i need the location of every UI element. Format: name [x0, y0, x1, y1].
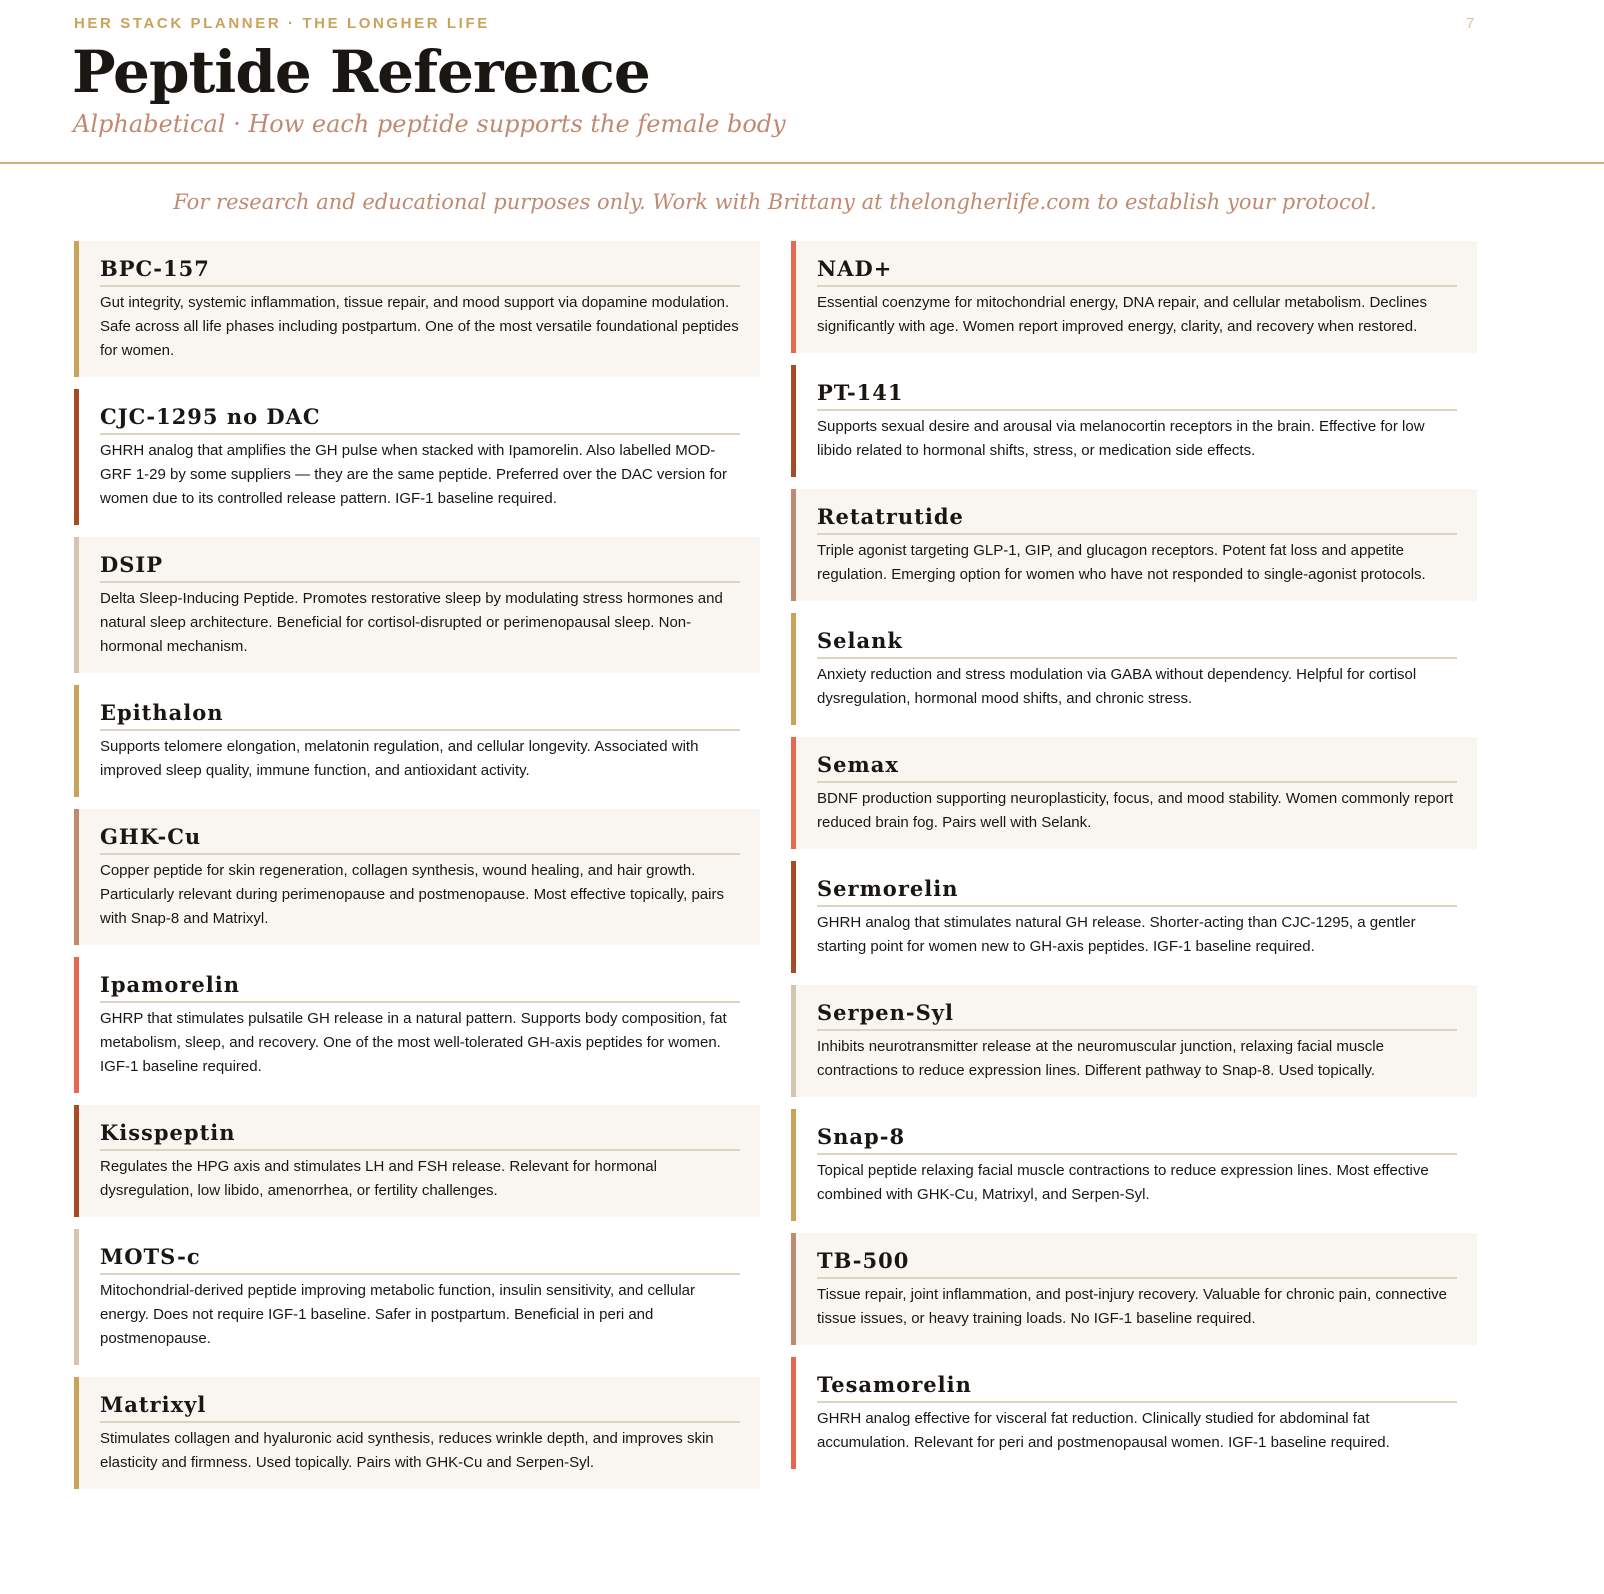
peptide-description: GHRH analog effective for visceral fat r… [817, 1410, 1390, 1451]
peptide-name: DSIP [100, 551, 740, 583]
peptide-description: Topical peptide relaxing facial muscle c… [817, 1162, 1429, 1203]
peptide-card: Tesamorelin GHRH analog effective for vis… [791, 1357, 1477, 1469]
disclaimer: For research and educational purposes on… [173, 190, 1377, 214]
peptide-name: Semax [817, 751, 1457, 783]
page-title: Peptide Reference [72, 38, 651, 106]
peptide-card: DSIP Delta Sleep-Inducing Peptide. Promot… [74, 537, 760, 673]
peptide-name: Snap-8 [817, 1123, 1457, 1155]
peptide-description: GHRH analog that amplifies the GH pulse … [100, 442, 727, 507]
peptide-card: Matrixyl Stimulates collagen and hyaluron… [74, 1377, 760, 1489]
peptide-description: Regulates the HPG axis and stimulates LH… [100, 1158, 657, 1199]
peptide-card: CJC-1295 no DAC GHRH analog that amplifie… [74, 389, 760, 525]
peptide-name: GHK-Cu [100, 823, 740, 855]
peptide-name: Matrixyl [100, 1391, 740, 1423]
peptide-name: Serpen-Syl [817, 999, 1457, 1031]
peptide-description: Gut integrity, systemic inflammation, ti… [100, 294, 739, 359]
peptide-card: Epithalon Supports telomere elongation, m… [74, 685, 760, 797]
peptide-card: Semax BDNF production supporting neuropla… [791, 737, 1477, 849]
peptide-description: Triple agonist targeting GLP-1, GIP, and… [817, 542, 1426, 583]
peptide-card: TB-500 Tissue repair, joint inflammation,… [791, 1233, 1477, 1345]
peptide-name: PT-141 [817, 379, 1457, 411]
peptide-name: Ipamorelin [100, 971, 740, 1003]
peptide-description: Stimulates collagen and hyaluronic acid … [100, 1430, 714, 1471]
peptide-description: Tissue repair, joint inflammation, and p… [817, 1286, 1448, 1327]
peptide-card: PT-141 Supports sexual desire and arousal… [791, 365, 1477, 477]
peptide-card: Ipamorelin GHRP that stimulates pulsatile… [74, 957, 760, 1093]
peptide-card: Serpen-Syl Inhibits neurotransmitter rele… [791, 985, 1477, 1097]
peptide-description: BDNF production supporting neuroplastici… [817, 790, 1454, 831]
peptide-card: NAD+ Essential coenzyme for mitochondrial… [791, 241, 1477, 353]
peptide-description: Supports sexual desire and arousal via m… [817, 418, 1425, 459]
peptide-name: Sermorelin [817, 875, 1457, 907]
page-subtitle: Alphabetical · How each peptide supports… [73, 110, 786, 138]
peptide-description: Essential coenzyme for mitochondrial ene… [817, 294, 1427, 335]
peptide-description: Mitochondrial-derived peptide improving … [100, 1282, 696, 1347]
peptide-name: Kisspeptin [100, 1119, 740, 1151]
peptide-name: Tesamorelin [817, 1371, 1457, 1403]
right-column: NAD+ Essential coenzyme for mitochondrial… [791, 241, 1477, 1481]
peptide-description: Supports telomere elongation, melatonin … [100, 738, 699, 779]
peptide-name: TB-500 [817, 1247, 1457, 1279]
peptide-description: GHRP that stimulates pulsatile GH releas… [100, 1010, 727, 1075]
peptide-card: Retatrutide Triple agonist targeting GLP-… [791, 489, 1477, 601]
left-column: BPC-157 Gut integrity, systemic inflammat… [74, 241, 760, 1501]
peptide-card: Selank Anxiety reduction and stress modul… [791, 613, 1477, 725]
peptide-description: GHRH analog that stimulates natural GH r… [817, 914, 1416, 955]
peptide-name: NAD+ [817, 255, 1457, 287]
peptide-card: Snap-8 Topical peptide relaxing facial mu… [791, 1109, 1477, 1221]
peptide-card: GHK-Cu Copper peptide for skin regenerati… [74, 809, 760, 945]
header-divider [0, 162, 1604, 164]
peptide-description: Inhibits neurotransmitter release at the… [817, 1038, 1384, 1079]
peptide-card: Kisspeptin Regulates the HPG axis and sti… [74, 1105, 760, 1217]
peptide-name: Selank [817, 627, 1457, 659]
peptide-description: Copper peptide for skin regeneration, co… [100, 862, 724, 927]
peptide-card: MOTS-c Mitochondrial-derived peptide impr… [74, 1229, 760, 1365]
page-number: 7 [1466, 15, 1475, 32]
peptide-description: Delta Sleep-Inducing Peptide. Promotes r… [100, 590, 723, 655]
peptide-name: CJC-1295 no DAC [100, 403, 740, 435]
peptide-description: Anxiety reduction and stress modulation … [817, 666, 1417, 707]
peptide-name: Retatrutide [817, 503, 1457, 535]
peptide-name: BPC-157 [100, 255, 740, 287]
eyebrow: HER STACK PLANNER · THE LONGHER LIFE [74, 15, 490, 32]
peptide-card: BPC-157 Gut integrity, systemic inflammat… [74, 241, 760, 377]
peptide-name: MOTS-c [100, 1243, 740, 1275]
peptide-card: Sermorelin GHRH analog that stimulates na… [791, 861, 1477, 973]
peptide-name: Epithalon [100, 699, 740, 731]
